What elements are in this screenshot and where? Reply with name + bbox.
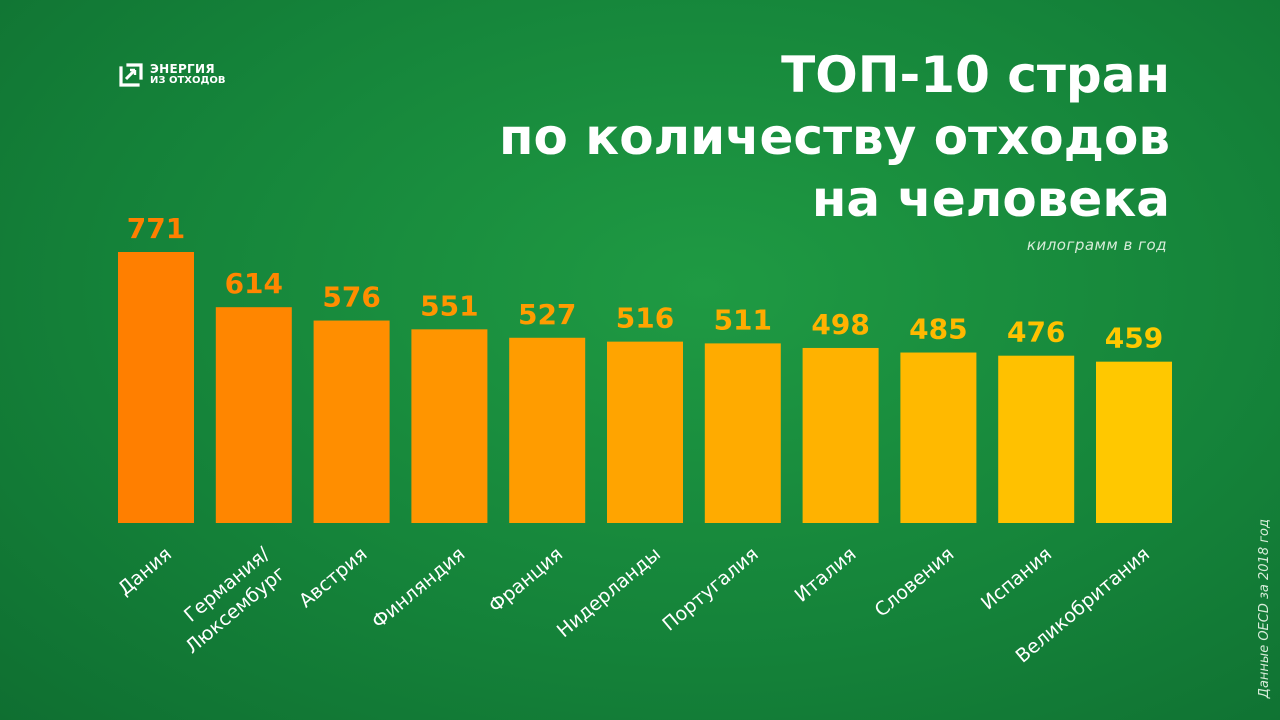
logo-line-1: ЭНЕРГИЯ [150,62,215,76]
category-label: Италия [791,543,861,607]
bar [704,343,781,523]
bar-value-label: 614 [225,267,283,300]
title-line-3: на человека [811,170,1170,228]
category-label-line: Дания [114,543,176,600]
category-label: Испания [977,543,1056,614]
category-label-line: Португалия [658,543,762,636]
category-label-line: Австрия [295,543,372,612]
logo-text: ЭНЕРГИЯ ИЗ ОТХОДОВ [150,63,226,87]
category-label: Финляндия [368,543,470,633]
category-label: Дания [114,543,176,600]
bar [998,355,1075,523]
bar-value-label: 498 [811,308,869,341]
category-label: Франция [485,543,567,617]
category-label-line: Словения [871,543,959,622]
bar [1096,361,1172,523]
bar [607,341,683,523]
category-label: Германия/Люксембург [165,543,290,659]
category-label-line: Испания [977,543,1056,614]
logo: ЭНЕРГИЯ ИЗ ОТХОДОВ [118,62,226,88]
category-label: Португалия [658,543,762,636]
unit-label: килограмм в год [1026,236,1167,254]
bar-value-label: 476 [1007,316,1065,349]
category-label-line: Нидерланды [553,543,665,642]
bar [313,320,390,523]
bar [118,252,194,523]
bar-value-label: 576 [322,281,380,314]
bar [411,329,488,523]
bar [900,352,977,523]
category-label-line: Италия [791,543,861,607]
category-label-line: Франция [485,543,567,617]
recycle-icon [119,63,143,87]
bar [802,347,879,523]
chart-title: ТОП-10 стран по количеству отходов на че… [499,44,1170,230]
category-label: Австрия [295,543,372,612]
bar-value-label: 771 [127,212,185,245]
bar-value-label: 459 [1105,322,1163,355]
category-label: Нидерланды [553,543,665,642]
title-line-1: ТОП-10 стран [781,46,1170,104]
category-label: Словения [871,543,959,622]
bar-value-label: 485 [909,313,967,346]
category-label-line: Финляндия [368,543,470,633]
bar-value-label: 527 [518,298,576,331]
bar-value-label: 551 [420,289,478,322]
bar-value-label: 516 [616,302,674,335]
logo-line-2: ИЗ ОТХОДОВ [150,75,226,86]
title-line-2: по количеству отходов [498,108,1170,166]
bar [509,337,586,523]
bar [215,307,292,523]
bar-value-label: 511 [714,303,772,336]
